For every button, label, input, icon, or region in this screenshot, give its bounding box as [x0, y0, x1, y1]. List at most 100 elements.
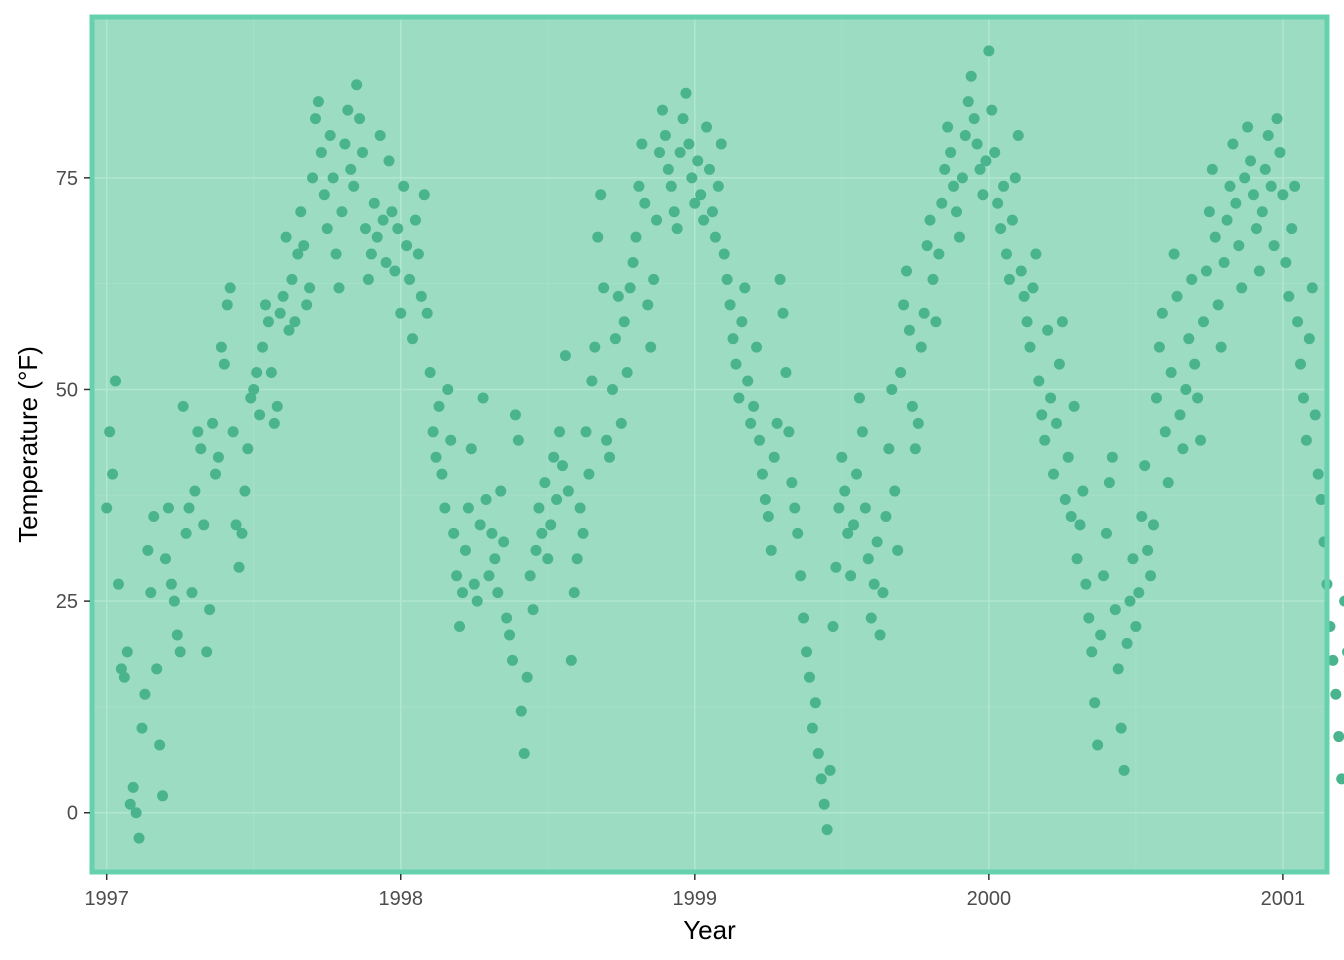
data-point — [1098, 570, 1110, 582]
data-point — [112, 578, 124, 590]
data-point — [827, 621, 839, 633]
data-point — [512, 434, 524, 446]
data-point — [556, 460, 568, 472]
data-point — [1186, 273, 1198, 285]
data-point — [1133, 587, 1145, 599]
data-point — [718, 248, 730, 260]
data-point — [468, 578, 480, 590]
data-point — [689, 197, 701, 209]
data-point — [409, 214, 421, 226]
data-point — [545, 519, 557, 531]
data-point — [801, 646, 813, 658]
data-point — [1162, 477, 1174, 489]
data-point — [1056, 316, 1068, 328]
data-point — [171, 629, 183, 641]
x-tick-label: 2000 — [967, 888, 1012, 910]
data-point — [365, 248, 377, 260]
data-point — [486, 527, 498, 539]
data-point — [1256, 206, 1268, 218]
data-point — [160, 553, 172, 565]
data-point — [195, 443, 207, 455]
data-point — [927, 273, 939, 285]
data-point — [936, 197, 948, 209]
data-point — [1242, 121, 1254, 133]
data-point — [1250, 223, 1262, 235]
data-point — [1206, 163, 1218, 175]
data-point — [307, 172, 319, 184]
data-point — [715, 138, 727, 150]
data-point — [121, 646, 133, 658]
data-point — [1295, 358, 1307, 370]
data-point — [324, 130, 336, 142]
data-point — [212, 451, 224, 463]
data-point — [289, 316, 301, 328]
data-point — [895, 367, 907, 379]
data-point — [601, 434, 613, 446]
data-point — [524, 570, 536, 582]
data-point — [101, 502, 113, 514]
data-point — [995, 223, 1007, 235]
data-point — [471, 595, 483, 607]
data-point — [565, 654, 577, 666]
data-point — [1292, 316, 1304, 328]
data-point — [1180, 383, 1192, 395]
data-point — [992, 197, 1004, 209]
data-point — [742, 375, 754, 387]
data-point — [1195, 434, 1207, 446]
data-point — [221, 299, 233, 311]
data-point — [809, 697, 821, 709]
data-point — [418, 189, 430, 201]
data-point — [1165, 367, 1177, 379]
data-point — [815, 773, 827, 785]
data-point — [1262, 130, 1274, 142]
data-point — [548, 451, 560, 463]
data-point — [1200, 265, 1212, 277]
data-point — [230, 519, 242, 531]
data-point — [301, 299, 313, 311]
data-point — [1330, 688, 1342, 700]
data-point — [583, 468, 595, 480]
data-point — [174, 646, 186, 658]
data-point — [798, 612, 810, 624]
data-point — [621, 367, 633, 379]
data-point — [580, 426, 592, 438]
data-point — [501, 612, 513, 624]
data-point — [645, 341, 657, 353]
data-point — [436, 468, 448, 480]
x-tick-label: 1998 — [379, 888, 424, 910]
data-point — [965, 70, 977, 82]
data-point — [1230, 197, 1242, 209]
data-point — [1333, 731, 1344, 743]
data-point — [398, 180, 410, 192]
data-point — [351, 79, 363, 91]
data-point — [1309, 409, 1321, 421]
data-point — [953, 231, 965, 243]
data-point — [186, 587, 198, 599]
data-point — [1233, 240, 1245, 252]
data-point — [448, 527, 460, 539]
data-point — [1068, 400, 1080, 412]
data-point — [1030, 248, 1042, 260]
data-point — [189, 485, 201, 497]
data-point — [1142, 544, 1154, 556]
data-point — [330, 248, 342, 260]
data-point — [712, 180, 724, 192]
data-point — [130, 807, 142, 819]
data-point — [853, 392, 865, 404]
data-point — [374, 130, 386, 142]
data-point — [151, 663, 163, 675]
data-point — [768, 451, 780, 463]
data-point — [633, 180, 645, 192]
data-point — [606, 383, 618, 395]
data-point — [865, 612, 877, 624]
data-point — [1198, 316, 1209, 328]
data-point — [215, 341, 227, 353]
data-point — [642, 299, 654, 311]
data-point — [165, 578, 177, 590]
data-point — [1148, 519, 1160, 531]
data-point — [1053, 358, 1065, 370]
data-point — [886, 383, 898, 395]
data-point — [474, 519, 486, 531]
data-point — [459, 544, 471, 556]
data-point — [930, 316, 942, 328]
